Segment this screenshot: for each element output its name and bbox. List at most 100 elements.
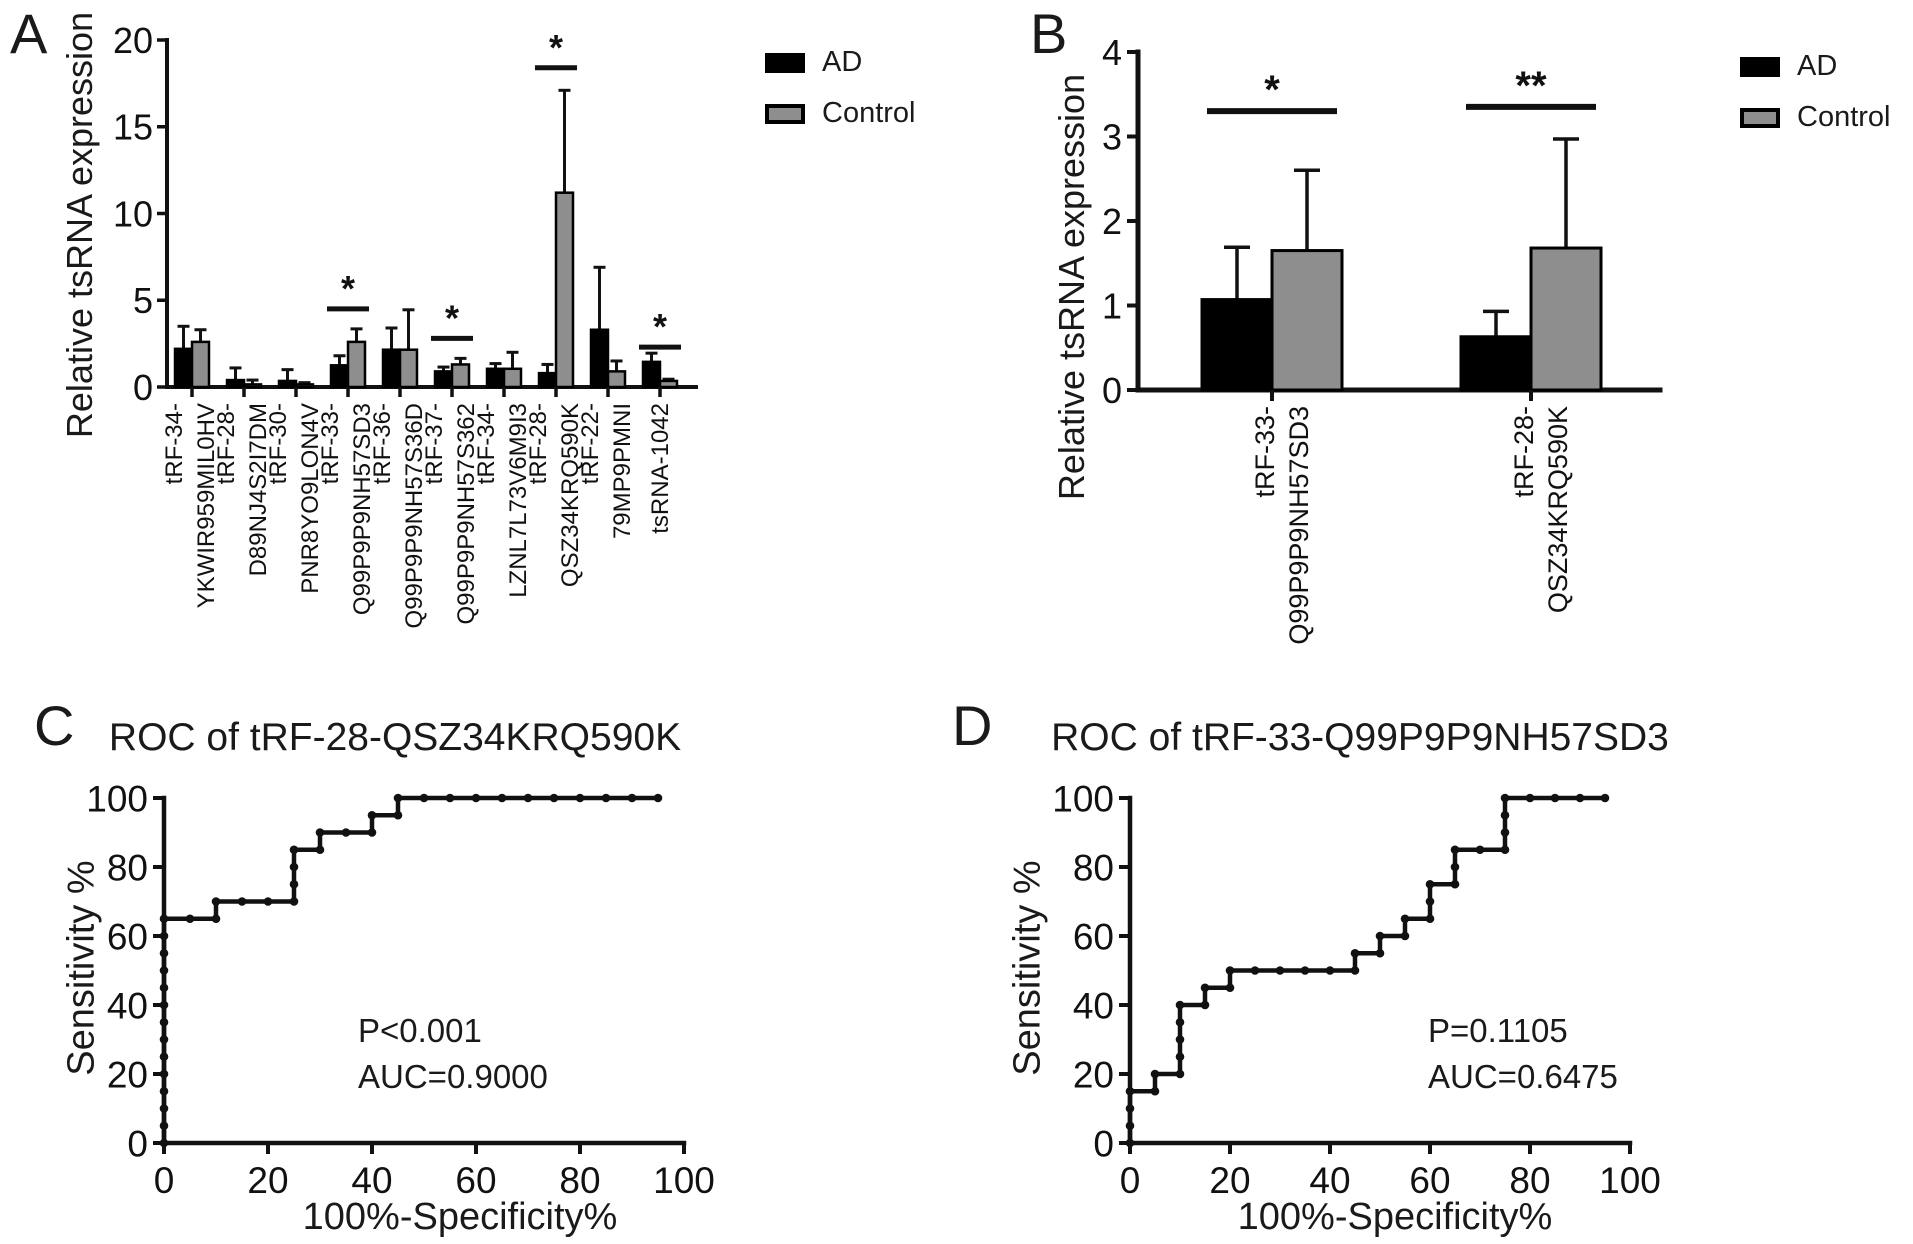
roc-point <box>393 810 403 820</box>
roc-point <box>1175 1069 1185 1079</box>
category-label: tRF-33- <box>1250 406 1280 498</box>
category-label: PNR8YO9LON4V <box>297 403 324 594</box>
svg-text:20: 20 <box>1073 1054 1114 1095</box>
svg-text:60: 60 <box>1073 916 1114 957</box>
panel-a-y-axis-title: Relative tsRNA expression <box>59 11 100 439</box>
category-label: tsRNA-1042 <box>647 403 674 534</box>
bar-control-3 <box>346 340 367 389</box>
panel-c-roc-chart: 0 20 40 60 80 100 0 20 40 60 80 100 <box>86 778 715 1201</box>
svg-text:4: 4 <box>1102 32 1122 73</box>
roc-point <box>393 793 403 803</box>
bar-ad-5 <box>433 370 454 389</box>
roc-point <box>1175 1000 1185 1010</box>
legend-label-control: Control <box>822 97 916 129</box>
roc-point <box>1275 966 1285 975</box>
category-label: YKWIR959MIL0HV <box>193 403 220 608</box>
panel-c-letter: C <box>34 694 75 757</box>
svg-text:80: 80 <box>1073 847 1114 888</box>
legend-label-ad: AD <box>1797 50 1838 82</box>
roc-point <box>159 948 169 958</box>
roc-point <box>1450 845 1460 855</box>
roc-point <box>1325 966 1335 975</box>
panel-c-y-axis-title: Sensitivity % <box>60 860 103 1076</box>
legend-item-ad: AD <box>765 48 916 77</box>
roc-point <box>1375 948 1385 958</box>
roc-point <box>315 828 325 837</box>
category-label: tRF-22- <box>577 403 604 484</box>
svg-text:0: 0 <box>1120 1160 1141 1201</box>
category-label: tRF-36- <box>369 403 396 484</box>
roc-point <box>1425 879 1435 889</box>
bar-ad-4 <box>381 348 402 389</box>
legend-item-ad: AD <box>1740 52 1891 81</box>
roc-point <box>289 879 299 889</box>
roc-point <box>315 845 325 855</box>
roc-point <box>1500 810 1510 820</box>
svg-text:20: 20 <box>107 1054 148 1095</box>
category-label: tRF-33- <box>317 403 344 484</box>
roc-point <box>159 966 169 975</box>
roc-point <box>367 828 377 837</box>
roc-point <box>575 793 585 803</box>
roc-point <box>1500 845 1510 855</box>
roc-point <box>211 897 221 906</box>
roc-point <box>367 810 377 820</box>
panel-b-letter: B <box>1030 2 1068 65</box>
category-label: tRF-28- <box>525 403 552 484</box>
roc-point <box>471 793 481 803</box>
bar-control-9 <box>658 379 679 389</box>
svg-text:0: 0 <box>154 1160 175 1201</box>
roc-point <box>159 983 169 993</box>
roc-point <box>1575 793 1585 803</box>
roc-point <box>159 1138 169 1148</box>
roc-point <box>549 793 559 803</box>
panel-d-y-axis-title: Sensitivity % <box>1006 860 1049 1076</box>
panel-b-legend: AD Control <box>1740 52 1891 154</box>
roc-point <box>289 897 299 906</box>
roc-point <box>1475 845 1485 855</box>
panel-c-title: ROC of tRF-28-QSZ34KRQ590K <box>108 716 682 759</box>
category-label: tRF-28- <box>213 403 240 484</box>
svg-text:40: 40 <box>1073 985 1114 1026</box>
bar-control-1 <box>1529 246 1603 392</box>
panel-d-p-value: P=0.1105 <box>1428 1012 1568 1049</box>
roc-point <box>1400 931 1410 941</box>
category-label: tRF-37- <box>421 403 448 484</box>
roc-point <box>1150 1069 1160 1079</box>
legend-item-control: Control <box>765 99 916 128</box>
svg-text:20: 20 <box>247 1160 288 1201</box>
svg-text:80: 80 <box>559 1160 600 1201</box>
bar-control-1 <box>242 383 263 389</box>
bar-control-5 <box>450 363 471 389</box>
roc-point <box>159 1104 169 1113</box>
roc-point <box>627 793 637 803</box>
roc-point <box>1225 966 1235 975</box>
svg-text:1: 1 <box>1102 285 1122 326</box>
roc-point <box>1125 1104 1135 1113</box>
bar-ad-1 <box>1459 335 1533 392</box>
bar-control-2 <box>294 383 315 389</box>
panel-c-x-axis-title: 100%-Specificity% <box>302 1196 618 1238</box>
roc-point <box>1150 1086 1160 1096</box>
category-label: tRF-28- <box>1509 406 1539 498</box>
bar-ad-2 <box>277 379 298 389</box>
category-label: D89NJ4S2I7DM <box>245 403 272 576</box>
bar-ad-6 <box>485 367 506 389</box>
bar-control-0 <box>190 340 211 389</box>
category-label: Q99P9P9NH57SD3 <box>1284 406 1314 645</box>
roc-point <box>523 793 533 803</box>
roc-point <box>1525 793 1535 803</box>
roc-point <box>1350 948 1360 958</box>
svg-text:60: 60 <box>455 1160 496 1201</box>
roc-point <box>159 1017 169 1027</box>
legend-item-control: Control <box>1740 103 1891 132</box>
roc-point <box>1600 793 1610 803</box>
roc-point <box>289 845 299 855</box>
category-label: tRF-30- <box>265 403 292 484</box>
roc-point <box>1450 862 1460 872</box>
roc-point <box>159 1052 169 1062</box>
roc-point <box>1400 914 1410 924</box>
svg-text:60: 60 <box>1409 1160 1450 1201</box>
roc-point <box>1225 983 1235 993</box>
